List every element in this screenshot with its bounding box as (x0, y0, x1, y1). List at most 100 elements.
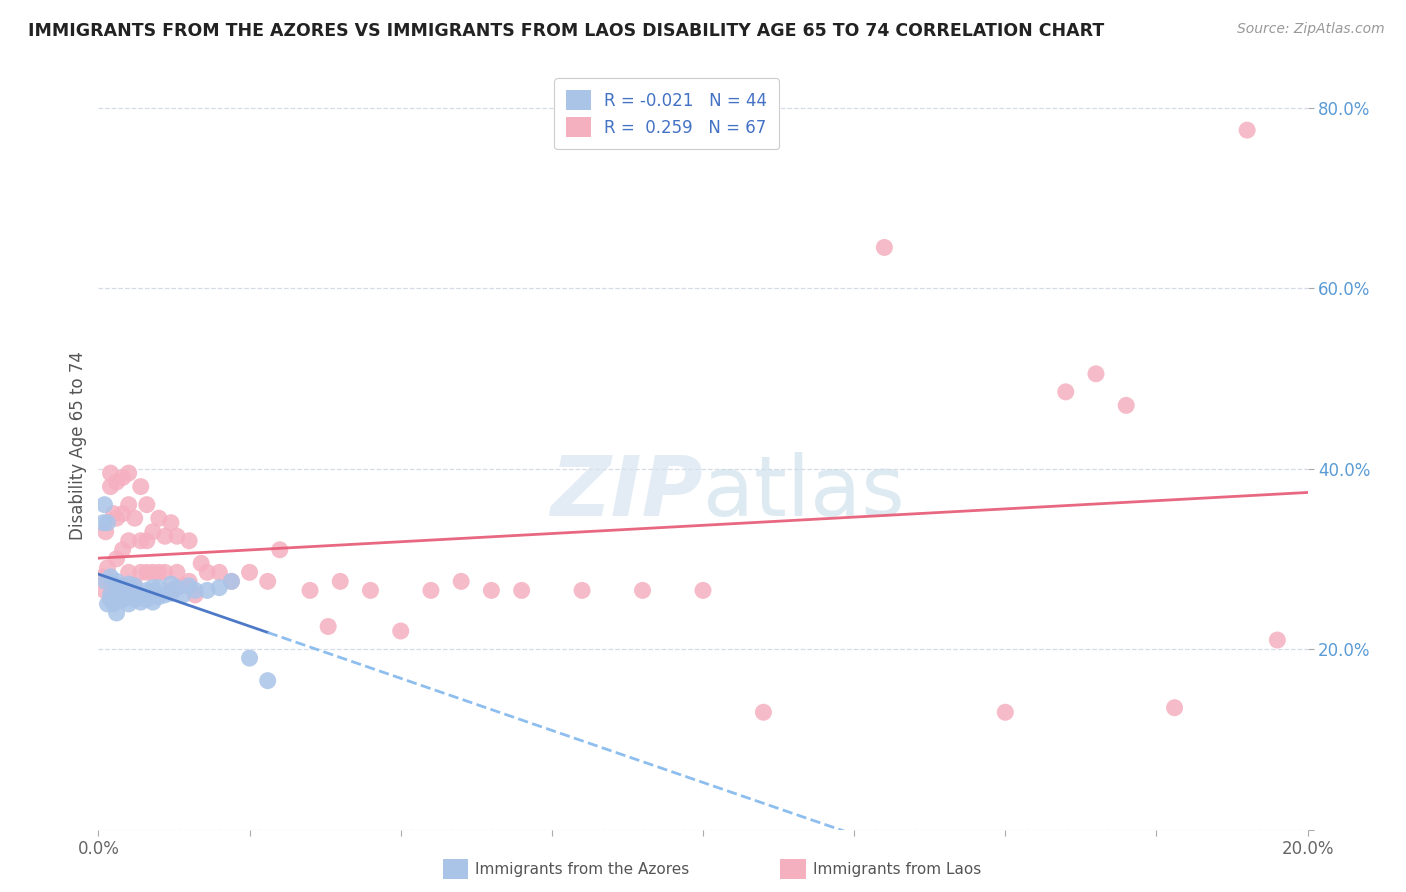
Point (100, 592, 122, 607)
Point (100, 588, 122, 602)
Point (208, 581, 231, 595)
Point (124, 583, 146, 598)
Point (135, 533, 157, 548)
Point (752, 705, 775, 719)
Point (135, 498, 157, 512)
Point (571, 583, 593, 598)
Point (221, 574, 243, 589)
Point (111, 592, 134, 607)
Point (221, 574, 243, 589)
Point (111, 542, 134, 557)
Point (111, 592, 134, 607)
Point (148, 511, 170, 525)
Point (166, 581, 188, 595)
Point (179, 533, 201, 548)
Point (1163, 700, 1185, 714)
Point (118, 466, 141, 480)
Point (1236, 123, 1258, 137)
Point (190, 557, 212, 571)
Point (135, 583, 157, 598)
Point (94, 524, 117, 539)
Point (105, 511, 128, 525)
Point (510, 583, 533, 598)
Point (179, 579, 201, 593)
Point (256, 574, 278, 589)
Point (118, 588, 141, 602)
Point (269, 542, 291, 557)
Point (1267, 633, 1289, 648)
Point (153, 529, 176, 543)
Text: ZIP: ZIP (550, 451, 703, 533)
Point (100, 570, 122, 584)
Point (94, 574, 117, 589)
Point (105, 475, 128, 489)
Point (481, 583, 503, 598)
Point (160, 577, 183, 591)
Text: atlas: atlas (703, 451, 904, 533)
Point (994, 705, 1017, 719)
Point (111, 583, 134, 598)
Point (239, 566, 262, 580)
Point (153, 566, 176, 580)
Point (166, 566, 188, 580)
Point (93, 583, 115, 598)
Point (118, 583, 141, 598)
Point (118, 498, 141, 512)
Point (153, 588, 176, 602)
Point (129, 480, 152, 494)
Point (160, 586, 183, 600)
Point (118, 533, 141, 548)
Point (389, 624, 412, 638)
Point (160, 583, 183, 598)
Point (124, 579, 146, 593)
Y-axis label: Disability Age 65 to 74: Disability Age 65 to 74 (69, 351, 87, 541)
Point (184, 588, 207, 602)
Point (195, 566, 218, 580)
Point (148, 566, 170, 580)
Point (1115, 398, 1137, 412)
Point (105, 574, 128, 589)
Text: Source: ZipAtlas.com: Source: ZipAtlas.com (1237, 22, 1385, 37)
Point (100, 480, 122, 494)
Text: IMMIGRANTS FROM THE AZORES VS IMMIGRANTS FROM LAOS DISABILITY AGE 65 TO 74 CORRE: IMMIGRANTS FROM THE AZORES VS IMMIGRANTS… (28, 22, 1104, 40)
Point (111, 507, 134, 521)
Point (195, 583, 218, 598)
Point (124, 511, 146, 525)
Point (135, 566, 157, 580)
Point (103, 507, 125, 521)
Point (135, 592, 157, 607)
Point (105, 579, 128, 593)
Point (96, 597, 118, 611)
Point (103, 597, 125, 611)
Point (692, 583, 714, 598)
Point (256, 673, 278, 688)
Point (93, 498, 115, 512)
Point (91, 570, 114, 584)
Point (118, 577, 141, 591)
Text: Immigrants from Laos: Immigrants from Laos (813, 863, 981, 877)
Point (148, 581, 170, 595)
Point (111, 470, 134, 484)
Point (129, 566, 152, 580)
Point (420, 583, 443, 598)
Point (148, 590, 170, 604)
Point (105, 588, 128, 602)
Point (172, 579, 194, 593)
Point (142, 566, 165, 580)
Point (118, 566, 141, 580)
Legend: R = -0.021   N = 44, R =  0.259   N = 67: R = -0.021 N = 44, R = 0.259 N = 67 (554, 78, 779, 149)
Point (450, 574, 472, 589)
Point (184, 583, 207, 598)
Point (100, 466, 122, 480)
Point (142, 524, 165, 539)
Point (160, 516, 183, 530)
Point (96, 516, 118, 530)
Point (631, 583, 654, 598)
Point (105, 551, 128, 566)
Point (179, 574, 201, 589)
Point (91, 516, 114, 530)
Point (96, 561, 118, 575)
Point (105, 606, 128, 620)
Point (239, 651, 262, 665)
Point (129, 595, 152, 609)
